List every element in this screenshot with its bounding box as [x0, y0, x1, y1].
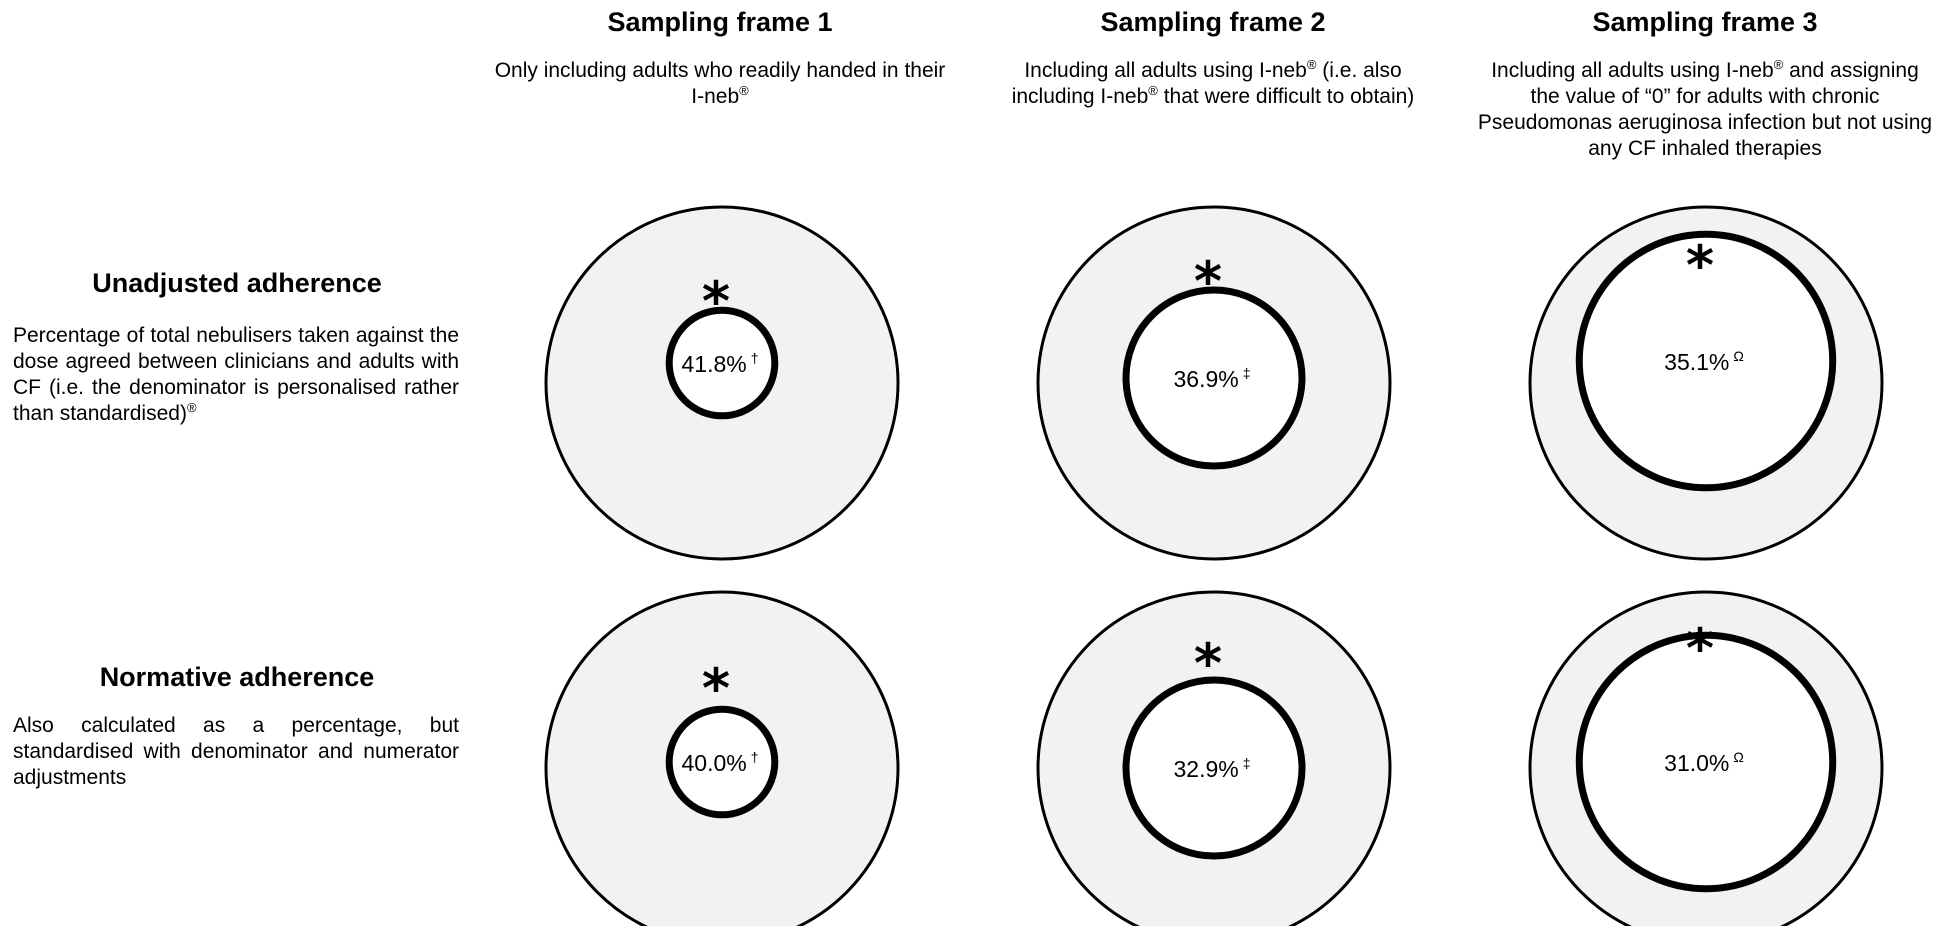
adherence-value: 36.9% ‡	[1173, 365, 1250, 392]
significance-asterisk: *	[702, 657, 730, 720]
row-description-unadjusted: Percentage of total nebulisers taken aga…	[13, 324, 459, 425]
significance-asterisk: *	[702, 270, 730, 333]
adherence-value: 32.9% ‡	[1173, 755, 1250, 782]
significance-asterisk: *	[1194, 250, 1222, 313]
significance-mark: ‡	[1243, 365, 1251, 381]
significance-mark: ‡	[1243, 755, 1251, 771]
inner-circle	[665, 306, 779, 420]
ring-r1-c2: 36.9% ‡ *	[1036, 205, 1392, 561]
significance-mark: Ω	[1733, 749, 1743, 765]
inner-circle	[1575, 230, 1837, 492]
row-title-unadjusted: Unadjusted adherence	[92, 268, 382, 298]
ring-r1-c1: 41.8% † *	[544, 205, 900, 561]
significance-mark: Ω	[1733, 348, 1743, 364]
ring-r1-c3: 35.1% Ω*	[1528, 205, 1884, 561]
ring-r2-c3: 31.0% Ω*	[1528, 590, 1884, 926]
column-description-2: Including all adults using I-neb® (i.e. …	[1011, 57, 1415, 108]
column-title-1: Sampling frame 1	[607, 7, 833, 37]
significance-mark: †	[751, 749, 759, 765]
column-title-2: Sampling frame 2	[1100, 7, 1326, 37]
significance-asterisk: *	[1686, 617, 1714, 680]
column-description-3: Including all adults using I-neb® and as…	[1477, 57, 1933, 160]
inner-circle	[1122, 286, 1306, 470]
row-title-normative: Normative adherence	[99, 662, 375, 692]
significance-asterisk: *	[1686, 234, 1714, 297]
ring-r2-c1: 40.0% † *	[544, 590, 900, 926]
column-description-1: Only including adults who readily handed…	[494, 59, 946, 108]
significance-asterisk: *	[1194, 632, 1222, 695]
row-description-normative: Also calculated as a percentage, but sta…	[13, 714, 459, 789]
inner-circle	[1122, 676, 1306, 860]
ring-r2-c2: 32.9% ‡ *	[1036, 590, 1392, 926]
adherence-value: 41.8% †	[681, 350, 758, 377]
adherence-value: 40.0% †	[681, 749, 758, 776]
significance-mark: †	[751, 350, 759, 366]
inner-circle	[665, 705, 779, 819]
column-title-3: Sampling frame 3	[1592, 7, 1818, 37]
inner-circle	[1575, 631, 1837, 893]
